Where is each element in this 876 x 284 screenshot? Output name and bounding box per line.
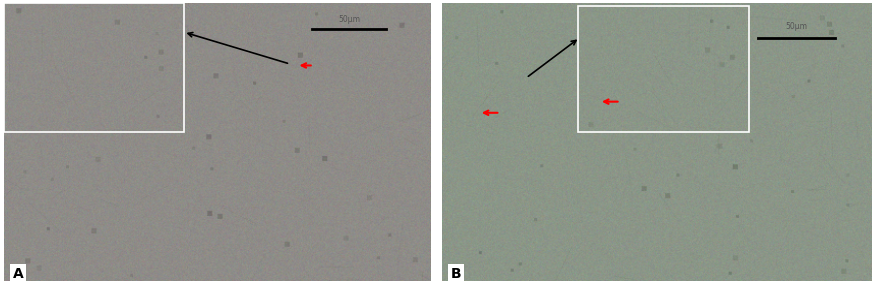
Text: 50μm: 50μm — [786, 22, 808, 31]
Bar — [577, 6, 749, 132]
Text: A: A — [13, 267, 24, 281]
Bar — [4, 3, 184, 132]
Text: 50μm: 50μm — [338, 15, 360, 24]
Text: B: B — [451, 267, 462, 281]
